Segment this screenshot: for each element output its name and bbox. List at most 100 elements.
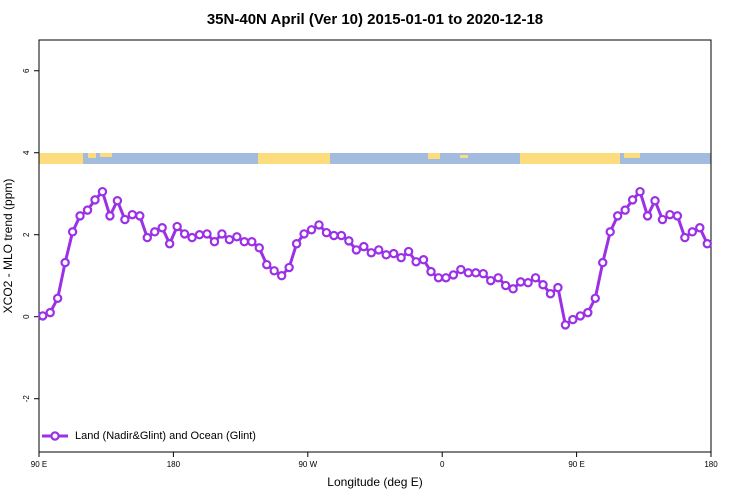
point xyxy=(418,255,429,265)
point xyxy=(493,273,503,283)
y-tick-label: 4 xyxy=(22,150,31,155)
point xyxy=(441,273,451,283)
point xyxy=(150,227,160,237)
point xyxy=(545,289,556,299)
point xyxy=(553,282,563,293)
point xyxy=(157,223,167,233)
point xyxy=(381,250,391,260)
point xyxy=(217,229,227,239)
x-tick-label: 0 xyxy=(440,460,445,469)
point xyxy=(433,273,444,283)
x-tick-label: 90 E xyxy=(31,460,47,469)
point xyxy=(187,232,197,243)
point xyxy=(314,220,324,230)
point xyxy=(598,257,608,268)
point xyxy=(82,205,93,215)
point xyxy=(523,277,533,288)
point xyxy=(702,239,712,249)
point xyxy=(306,225,317,235)
series-line xyxy=(42,188,709,328)
point xyxy=(448,270,459,280)
point xyxy=(605,227,615,237)
point xyxy=(411,257,421,267)
point xyxy=(471,268,481,278)
point xyxy=(388,248,399,259)
point xyxy=(120,214,130,225)
point xyxy=(657,214,668,225)
legend-marker xyxy=(50,431,60,441)
chart-title: 35N-40N April (Ver 10) 2015-01-01 to 202… xyxy=(207,11,543,28)
point xyxy=(486,275,496,286)
legend-label: Land (Nadir&Glint) and Ocean (Glint) xyxy=(75,430,256,442)
point xyxy=(194,230,205,240)
point xyxy=(695,223,705,233)
x-tick-label: 90 E xyxy=(568,460,584,469)
x-axis-label: Longitude (deg E) xyxy=(327,475,422,489)
point xyxy=(142,232,152,243)
point xyxy=(329,230,339,241)
point xyxy=(179,229,190,239)
point xyxy=(575,311,586,321)
point xyxy=(530,273,541,283)
point xyxy=(135,211,145,221)
point xyxy=(665,209,675,220)
point xyxy=(90,195,100,205)
plot-frame xyxy=(38,39,712,453)
point xyxy=(52,293,63,303)
point xyxy=(344,236,354,246)
land-ocean-strip xyxy=(39,153,711,164)
point xyxy=(60,257,70,268)
point xyxy=(642,211,653,221)
point xyxy=(164,239,175,249)
y-tick-label: -2 xyxy=(22,395,31,403)
point xyxy=(45,307,55,318)
point xyxy=(75,211,85,221)
point xyxy=(105,211,115,221)
point xyxy=(112,196,123,206)
point xyxy=(359,241,369,252)
point xyxy=(366,248,376,258)
point xyxy=(374,245,384,255)
point xyxy=(254,243,264,253)
point xyxy=(351,245,362,255)
y-tick-label: 0 xyxy=(22,314,31,319)
y-tick-label: 2 xyxy=(22,232,31,237)
point xyxy=(269,266,279,276)
x-tick-label: 180 xyxy=(704,460,718,469)
point xyxy=(612,211,623,221)
point xyxy=(299,229,309,239)
x-tick-label: 180 xyxy=(167,460,181,469)
point xyxy=(239,236,250,247)
point xyxy=(262,259,272,270)
y-tick-label: 6 xyxy=(22,68,31,73)
point xyxy=(456,264,466,275)
x-tick-label: 90 W xyxy=(298,460,317,469)
point xyxy=(478,268,488,279)
point xyxy=(336,230,347,241)
point xyxy=(680,232,690,243)
y-axis-label: XCO2 - MLO trend (ppm) xyxy=(1,179,15,314)
point xyxy=(321,227,332,238)
point xyxy=(127,209,138,220)
point xyxy=(67,227,78,237)
point xyxy=(687,227,698,237)
point xyxy=(426,266,436,277)
point xyxy=(403,246,414,257)
point xyxy=(538,280,548,290)
point xyxy=(202,229,212,239)
point xyxy=(515,277,526,287)
point xyxy=(463,268,474,278)
point xyxy=(583,307,593,318)
point xyxy=(500,280,511,291)
point xyxy=(620,205,630,215)
point xyxy=(635,186,645,197)
point xyxy=(172,221,182,232)
point xyxy=(209,236,220,247)
point xyxy=(396,252,406,263)
point xyxy=(224,234,235,245)
point xyxy=(672,211,683,221)
point xyxy=(560,320,571,330)
point xyxy=(508,284,518,294)
